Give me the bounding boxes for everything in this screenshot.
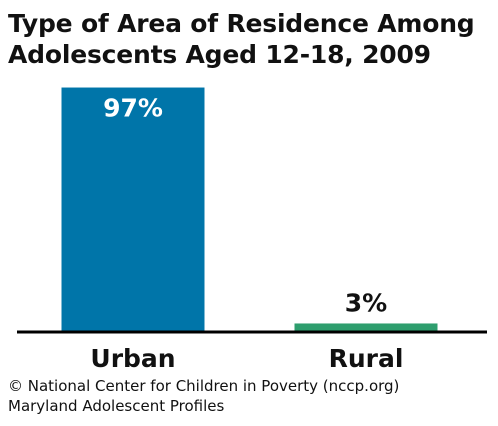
bar-urban xyxy=(61,87,205,331)
chart-title: Type of Area of Residence Among Adolesce… xyxy=(8,8,492,70)
category-label-rural: Rural xyxy=(329,344,404,373)
labels-group: 97% Urban 3% Rural xyxy=(90,94,403,373)
category-label-urban: Urban xyxy=(90,344,175,373)
chart-title-line-1: Type of Area of Residence Among xyxy=(8,9,475,38)
bar-rural xyxy=(294,323,438,331)
chart-title-line-2: Adolescents Aged 12-18, 2009 xyxy=(8,40,431,69)
value-label-urban: 97% xyxy=(103,94,163,123)
value-label-rural: 3% xyxy=(345,288,387,317)
bars-group xyxy=(61,87,438,331)
source-note: © National Center for Children in Povert… xyxy=(8,376,399,416)
profile-name: Maryland Adolescent Profiles xyxy=(8,397,225,415)
copyright-text: © National Center for Children in Povert… xyxy=(8,377,400,395)
